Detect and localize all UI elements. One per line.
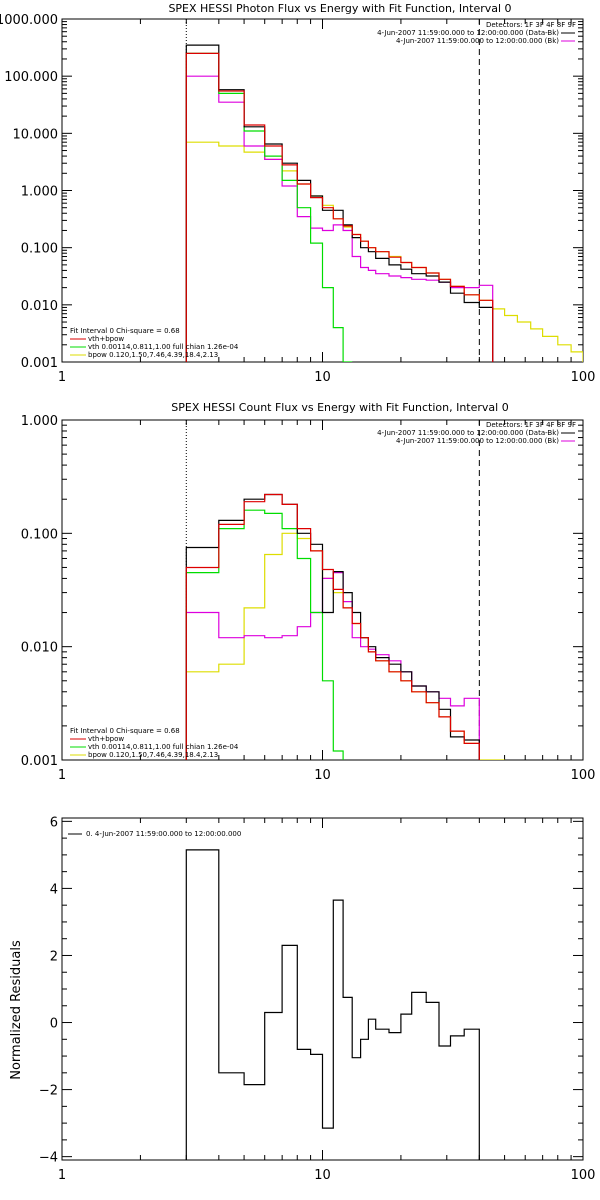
series-line-vth [185,509,344,760]
y-tick-label: 0 [50,1017,58,1032]
count-legend-fit: Fit Interval 0 Chi-square = 0.68 [70,727,180,735]
y-tick-label: 1.000 [21,414,58,429]
y-tick-label: 6 [50,815,58,830]
y-tick-label: 0.010 [21,641,58,656]
photon-flux-panel: SPEX HESSI Photon Flux vs Energy with Fi… [0,2,595,385]
y-tick-label: −4 [39,1151,58,1166]
y-tick-label: −2 [39,1084,58,1099]
y-tick-label: 0.001 [21,356,58,371]
x-tick-label: 10 [314,1168,331,1183]
photon-legend-bk: 4-Jun-2007 11:59:00.000 to 12:00:00.000 … [396,37,559,45]
count-legend-total: vth+bpow [88,735,124,743]
y-tick-label: 2 [50,949,58,964]
photon-legend-detectors: Detectors: 1F 3F 4F 8F 9F [486,21,576,29]
photon-panel-title: SPEX HESSI Photon Flux vs Energy with Fi… [168,2,511,15]
x-tick-label: 1 [58,370,66,385]
y-tick-label: 0.010 [21,299,58,314]
y-tick-label: 0.001 [21,754,58,769]
count-flux-panel: SPEX HESSI Count Flux vs Energy with Fit… [21,401,596,783]
x-tick-label: 10 [314,370,331,385]
photon-legend-bpow: bpow 0.120,1.50,7.46,4.39,18.4,2.13 [88,351,218,359]
series-line-data [185,849,480,1160]
series-line-bpow [185,532,505,760]
series-line-bpow [185,141,583,362]
photon-legend-total: vth+bpow [88,335,124,343]
y-tick-label: 0.100 [21,527,58,542]
photon-legend-vth: vth 0.00114,0.811,1.00 full chian 1.26e-… [88,343,239,351]
count-legend-bk: 4-Jun-2007 11:59:00.000 to 12:00:00.000 … [396,437,559,445]
y-tick-label: 10.000 [13,127,59,142]
count-legend-bpow: bpow 0.120,1.50,7.46,4.39,18.4,2.13 [88,751,218,759]
count-panel-title: SPEX HESSI Count Flux vs Energy with Fit… [171,401,508,414]
x-tick-label: 100 [571,1168,596,1183]
series-line-fit_total [185,52,494,362]
count-legend-detectors: Detectors: 1F 3F 4F 8F 9F [486,421,576,429]
x-tick-label: 10 [314,768,331,783]
series-line-fit_total [185,493,480,760]
y-tick-label: 1.000 [21,185,58,200]
count-legend-vth: vth 0.00114,0.811,1.00 full chian 1.26e-… [88,743,239,751]
residuals-panel: 1 10 100 −4 −2 0 2 4 6 0. 4-Jun-2007 11:59:00.00… [9,815,595,1183]
y-tick-label: 100.000 [4,70,58,85]
photon-legend-data: 4-Jun-2007 11:59:00.000 to 12:00:00.000 … [377,29,559,37]
y-tick-label: 4 [50,882,58,897]
x-tick-label: 100 [571,370,596,385]
x-tick-label: 1 [58,768,66,783]
x-tick-label: 1 [58,1168,66,1183]
series-line-data [185,44,494,362]
residuals-legend-label: 0. 4-Jun-2007 11:59:00.000 to 12:00:00.0… [86,830,241,838]
x-tick-label: 100 [571,768,596,783]
photon-legend-fit: Fit Interval 0 Chi-square = 0.68 [70,327,180,335]
y-tick-label: 1000.000 [0,13,58,28]
y-tick-label: 0.100 [21,242,58,257]
residuals-y-axis-label: Normalized Residuals [9,940,24,1080]
count-legend-data: 4-Jun-2007 11:59:00.000 to 12:00:00.000 … [377,429,559,437]
